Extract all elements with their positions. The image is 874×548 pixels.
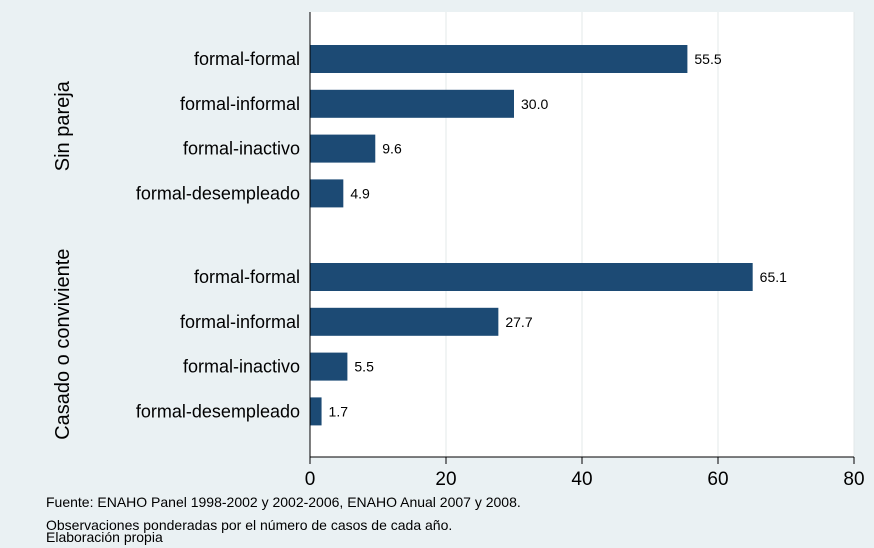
- bar-1-1: [310, 45, 688, 73]
- category-label-2-3: formal-inactivo: [183, 357, 300, 377]
- chart-notes: Fuente: ENAHO Panel 1998-2002 y 2002-200…: [46, 494, 521, 546]
- group-label-2: Casado o conviviente: [52, 249, 74, 440]
- value-label-2-2: 27.7: [505, 314, 532, 330]
- value-label-2-4: 1.7: [329, 403, 349, 419]
- x-tick-label-0: 0: [305, 469, 316, 490]
- category-label-2-2: formal-informal: [180, 312, 300, 332]
- value-label-1-2: 30.0: [521, 96, 548, 112]
- category-label-1-4: formal-desempleado: [136, 183, 300, 203]
- value-label-2-1: 65.1: [760, 269, 787, 285]
- value-label-2-3: 5.5: [354, 359, 374, 375]
- category-label-1-3: formal-inactivo: [183, 139, 300, 159]
- x-tick-label-80: 80: [843, 469, 864, 490]
- x-tick-label-20: 20: [435, 469, 456, 490]
- bar-1-3: [310, 134, 376, 163]
- category-label-1-1: formal-formal: [194, 49, 300, 69]
- category-label-1-2: formal-informal: [180, 94, 300, 114]
- value-label-1-1: 55.5: [694, 51, 721, 67]
- category-label-2-1: formal-formal: [194, 267, 300, 287]
- bar-2-3: [310, 352, 348, 381]
- x-tick-label-60: 60: [707, 469, 728, 490]
- weighting-note: Observaciones ponderadas por el número d…: [46, 517, 453, 533]
- value-label-1-4: 4.9: [350, 185, 370, 201]
- bar-1-4: [310, 179, 344, 208]
- value-label-1-3: 9.6: [382, 141, 402, 157]
- bar-2-1: [310, 263, 753, 291]
- authorship-note: Elaboración propia: [46, 529, 163, 545]
- x-tick-label-40: 40: [571, 469, 592, 490]
- group-label-1: Sin pareja: [52, 80, 74, 171]
- bar-2-4: [310, 397, 322, 426]
- category-label-2-4: formal-desempleado: [136, 401, 300, 421]
- source-note: Fuente: ENAHO Panel 1998-2002 y 2002-200…: [46, 494, 521, 510]
- bar-2-2: [310, 307, 499, 336]
- bar-1-2: [310, 89, 514, 118]
